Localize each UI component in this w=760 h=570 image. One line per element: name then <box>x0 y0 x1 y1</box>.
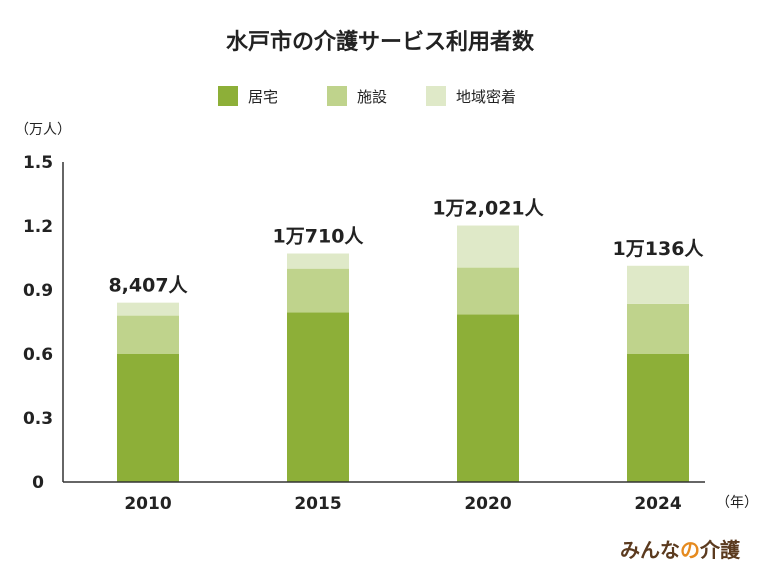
bar-segment-2024-2 <box>627 303 689 354</box>
legend: 居宅 施設 地域密着 <box>218 86 516 106</box>
y-tick-label: 1.5 <box>23 153 53 173</box>
bar-segment-2015-1 <box>287 312 349 482</box>
legend-swatch-3 <box>426 86 446 106</box>
bar-total-label-2024: 1万136人 <box>613 238 705 260</box>
legend-swatch-1 <box>218 86 238 106</box>
legend-swatch-2 <box>327 86 347 106</box>
bar-segment-2024-1 <box>627 354 689 482</box>
y-tick-label: 0.3 <box>23 409 53 429</box>
bar-segment-2015-3 <box>287 253 349 269</box>
y-tick-label: 1.2 <box>23 217 53 237</box>
y-tick-label: 0.6 <box>23 345 53 365</box>
x-axis-unit: （年） <box>716 495 758 511</box>
brand-logo: みんなの介護 <box>620 538 741 562</box>
x-tick-label-2010: 2010 <box>124 494 171 514</box>
x-axis-ticks: 2010 2015 2020 2024 <box>124 494 681 514</box>
x-tick-label-2020: 2020 <box>464 494 511 514</box>
brand-name-part1: みんな <box>620 538 680 562</box>
brand-name-part3: 介護 <box>699 538 741 562</box>
x-tick-label-2015: 2015 <box>294 494 341 514</box>
legend-label-1: 居宅 <box>248 88 278 106</box>
bar-segment-2020-2 <box>457 267 519 315</box>
y-tick-label: 0.9 <box>23 281 53 301</box>
legend-label-3: 地域密着 <box>456 88 516 106</box>
bar-total-label-2010: 8,407人 <box>108 275 188 297</box>
bar-total-label-2015: 1万710人 <box>273 225 365 247</box>
y-tick-label: 0 <box>32 473 44 493</box>
bar-segment-2010-1 <box>117 354 179 482</box>
bar-segment-2010-3 <box>117 302 179 316</box>
bar-total-labels: 8,407人 1万710人 1万2,021人 1万136人 <box>108 198 704 297</box>
bars <box>117 225 689 482</box>
x-tick-label-2024: 2024 <box>634 494 681 514</box>
bar-segment-2015-2 <box>287 268 349 313</box>
bar-segment-2020-3 <box>457 225 519 268</box>
y-axis-ticks: 0 0.3 0.6 0.9 1.2 1.5 <box>23 153 53 493</box>
y-axis-unit: （万人） <box>15 122 71 138</box>
bar-segment-2010-2 <box>117 315 179 354</box>
brand-name-part2: の <box>680 538 700 562</box>
bar-total-label-2020: 1万2,021人 <box>432 198 544 220</box>
chart-title: 水戸市の介護サービス利用者数 <box>226 29 535 55</box>
bar-segment-2020-1 <box>457 314 519 482</box>
bar-segment-2024-3 <box>627 265 689 304</box>
legend-label-2: 施設 <box>357 88 387 106</box>
